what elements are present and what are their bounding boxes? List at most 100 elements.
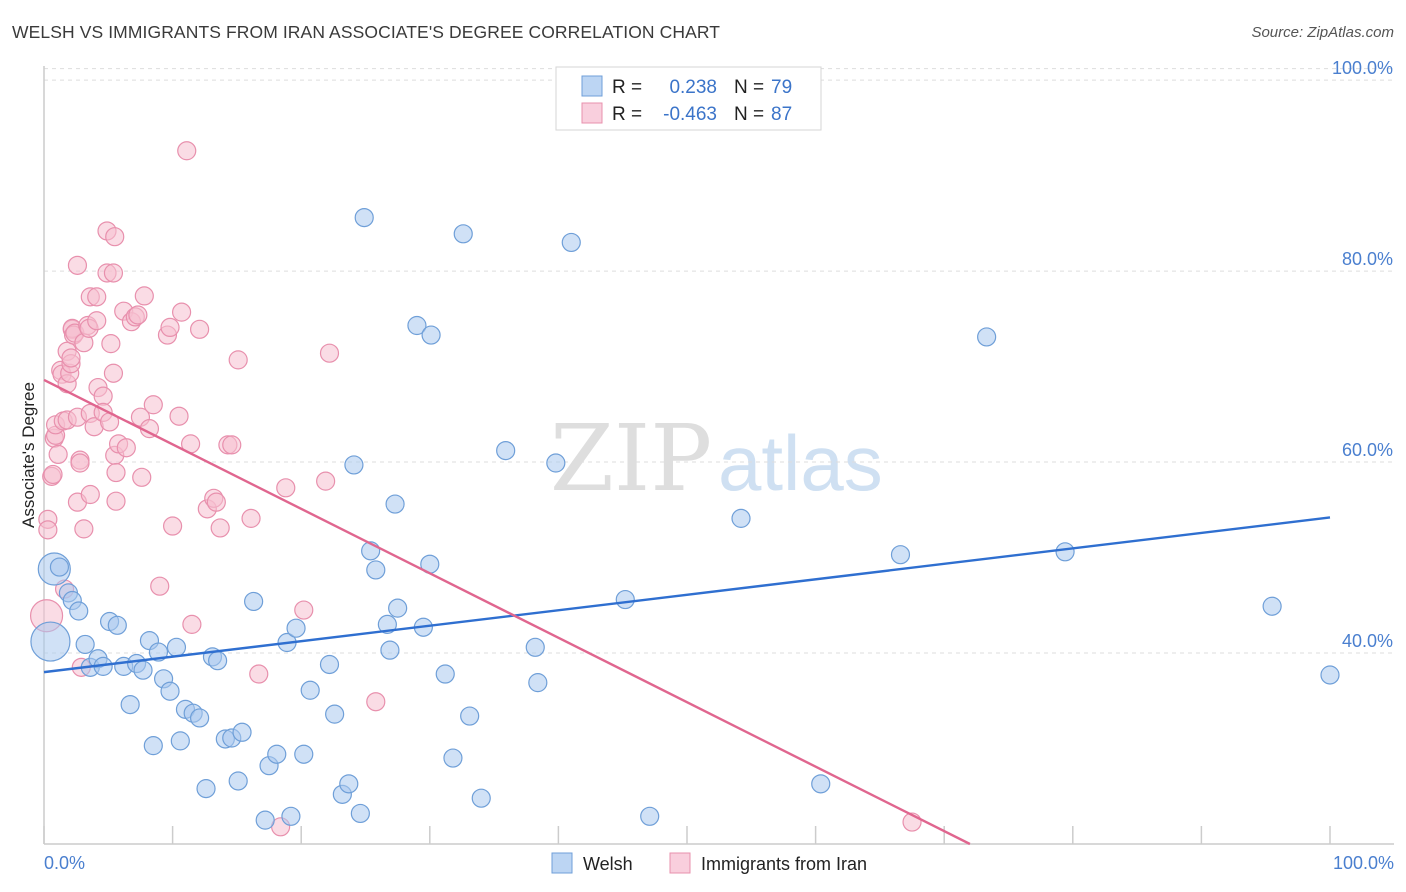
point-welsh-68 xyxy=(561,232,581,253)
point-iran-4 xyxy=(43,464,63,485)
legend-r-label-welsh: R = xyxy=(612,77,642,98)
point-welsh-48 xyxy=(354,208,374,228)
point-welsh-55 xyxy=(407,315,427,336)
point-iran-65 xyxy=(160,317,180,338)
point-welsh-50 xyxy=(366,560,386,580)
y-tick-label-80: 80.0% xyxy=(1342,249,1393,269)
point-welsh-58 xyxy=(421,325,441,345)
point-iran-81 xyxy=(249,664,269,684)
point-iran-60 xyxy=(134,286,154,306)
point-welsh-31 xyxy=(228,771,248,791)
point-iran-80 xyxy=(241,508,261,528)
point-welsh-64 xyxy=(496,440,516,461)
bottom-legend-swatch-iran xyxy=(669,852,691,874)
point-iran-59 xyxy=(132,467,152,487)
legend-n-value-welsh: 79 xyxy=(771,77,792,98)
point-welsh-5 xyxy=(69,601,89,621)
point-welsh-73 xyxy=(890,545,911,565)
point-welsh-6 xyxy=(75,634,95,655)
point-welsh-42 xyxy=(319,654,340,675)
trend-line-iran xyxy=(43,378,971,846)
point-welsh-71 xyxy=(731,508,751,528)
legend-n-label-iran: N = xyxy=(734,104,764,125)
point-welsh-67 xyxy=(546,453,566,473)
point-welsh-61 xyxy=(453,224,473,244)
legend-swatch-iran xyxy=(581,102,603,124)
point-welsh-51 xyxy=(377,614,397,634)
point-welsh-62 xyxy=(460,706,480,726)
chart-title: WELSH VS IMMIGRANTS FROM IRAN ASSOCIATE'… xyxy=(12,22,721,42)
point-welsh-22 xyxy=(170,731,190,751)
chart-source: Source: ZipAtlas.com xyxy=(1251,24,1394,41)
point-iran-51 xyxy=(106,491,126,511)
point-iran-40 xyxy=(93,386,113,406)
bottom-legend-label-iran: Immigrants from Iran xyxy=(701,854,867,874)
point-welsh-15 xyxy=(133,660,153,680)
point-welsh-2 xyxy=(49,557,70,577)
point-iran-71 xyxy=(182,614,202,634)
point-iran-27 xyxy=(70,453,90,473)
watermark: ZIP atlas xyxy=(550,405,883,512)
point-welsh-54 xyxy=(388,598,408,618)
point-iran-66 xyxy=(163,516,183,536)
bottom-legend-swatch-welsh xyxy=(551,852,573,874)
point-welsh-38 xyxy=(281,806,301,826)
point-welsh-69 xyxy=(615,589,635,610)
point-iran-79 xyxy=(228,350,248,370)
point-welsh-46 xyxy=(344,455,364,475)
trend-line-welsh xyxy=(43,516,1331,674)
y-tick-label-60: 60.0% xyxy=(1342,440,1393,460)
y-axis-label: Associate's Degree xyxy=(19,382,38,528)
point-welsh-21 xyxy=(166,637,187,657)
point-welsh-39 xyxy=(286,618,306,638)
point-iran-45 xyxy=(101,334,121,354)
point-iran-57 xyxy=(128,305,148,325)
bottom-legend-label-welsh: Welsh xyxy=(583,854,633,874)
legend-swatch-welsh xyxy=(581,75,603,97)
point-iran-8 xyxy=(48,444,68,465)
point-iran-85 xyxy=(316,471,336,491)
legend-r-value-welsh: 0.238 xyxy=(669,77,717,98)
watermark-atlas: atlas xyxy=(718,419,883,507)
point-iran-86 xyxy=(319,343,340,363)
point-iran-29 xyxy=(74,519,94,539)
point-iran-2 xyxy=(38,520,58,540)
series-welsh-points xyxy=(30,208,1340,830)
point-iran-87 xyxy=(366,692,386,712)
y-tick-labels: 40.0% 60.0% 80.0% 100.0% xyxy=(1332,58,1393,651)
point-welsh-13 xyxy=(120,694,140,715)
point-welsh-18 xyxy=(148,642,169,662)
point-iran-76 xyxy=(210,518,230,538)
point-welsh-17 xyxy=(143,736,163,756)
point-welsh-32 xyxy=(232,722,252,742)
correlation-legend: R = 0.238 N = 79 R = -0.463 N = 87 xyxy=(555,66,822,131)
point-welsh-60 xyxy=(443,748,463,768)
point-welsh-36 xyxy=(267,744,287,764)
axes xyxy=(43,66,1394,845)
legend-r-label-iran: R = xyxy=(612,104,642,125)
point-iran-38 xyxy=(87,311,107,331)
point-welsh-74 xyxy=(977,327,997,347)
y-tick-label-100: 100.0% xyxy=(1332,58,1393,78)
point-welsh-11 xyxy=(107,615,127,635)
point-iran-25 xyxy=(67,255,88,275)
point-iran-47 xyxy=(103,363,124,383)
y-tick-label-40: 40.0% xyxy=(1342,631,1393,651)
point-welsh-52 xyxy=(380,640,400,660)
point-iran-84 xyxy=(294,600,314,620)
point-iran-69 xyxy=(177,141,197,161)
point-welsh-33 xyxy=(244,591,264,612)
point-welsh-43 xyxy=(325,704,345,724)
point-welsh-25 xyxy=(190,708,210,728)
point-iran-75 xyxy=(206,492,226,512)
point-iran-18 xyxy=(61,348,81,368)
point-iran-50 xyxy=(106,462,126,483)
series-iran-points xyxy=(29,141,922,837)
point-welsh-20 xyxy=(160,681,180,701)
point-welsh-34 xyxy=(255,810,275,830)
point-welsh-77 xyxy=(1320,665,1340,685)
point-welsh-63 xyxy=(471,788,491,808)
legend-r-value-iran: -0.463 xyxy=(663,104,717,125)
legend-n-label-welsh: N = xyxy=(734,77,764,98)
